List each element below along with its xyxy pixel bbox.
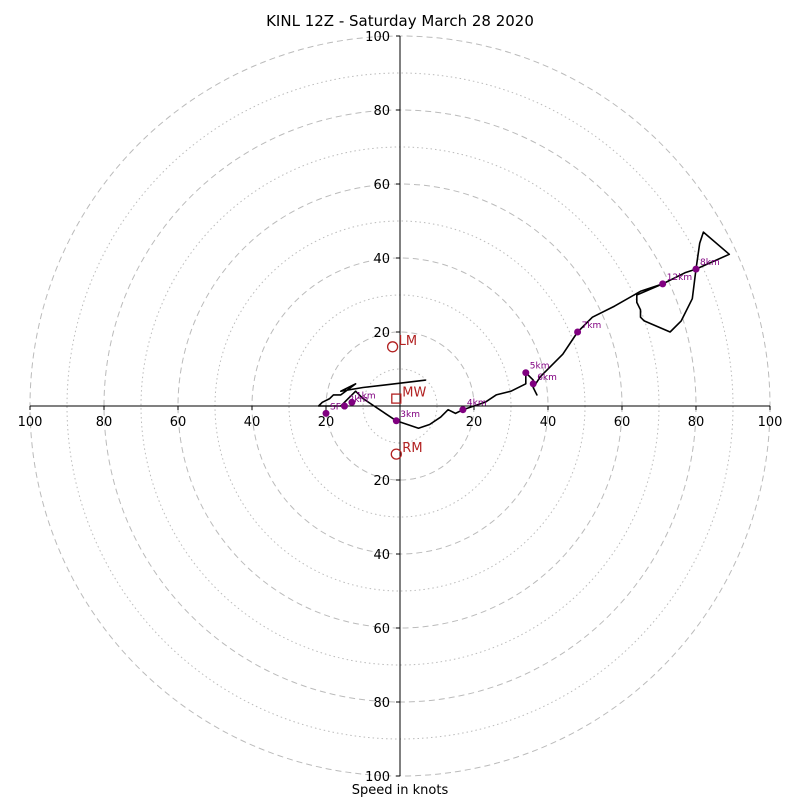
- y-tick-label: 100: [365, 30, 390, 45]
- height-marker-point: [659, 280, 667, 288]
- storm-motion-marker: [391, 393, 402, 404]
- storm-motion-label: RM: [402, 441, 422, 456]
- y-tick-label: 100: [365, 770, 390, 785]
- y-tick-label: 20: [373, 474, 390, 489]
- x-tick-label: 80: [96, 415, 113, 430]
- height-marker-label: 5km: [530, 362, 550, 372]
- tick-labels: 20 20 20 20 40 40 40 40 60 60 60 60 80 80 80 80 100 100 10…: [18, 30, 783, 785]
- axes: [30, 36, 770, 776]
- height-marker-point: [392, 417, 400, 425]
- storm-motion-label: MW: [402, 386, 426, 401]
- storm-motion-marker: [390, 448, 402, 460]
- x-tick-label: 60: [614, 415, 631, 430]
- height-marker-point: [692, 265, 700, 273]
- height-marker-point: [529, 380, 537, 388]
- height-marker-label: 4km: [467, 399, 487, 409]
- y-tick-label: 60: [373, 178, 390, 193]
- x-tick-label: 100: [758, 415, 783, 430]
- height-marker-point: [574, 328, 582, 336]
- height-marker-label: 2km: [349, 395, 369, 405]
- height-marker-label: 6km: [537, 373, 557, 383]
- x-tick-label: 60: [170, 415, 187, 430]
- height-marker-label: SFC: [330, 402, 347, 412]
- x-tick-label: 80: [688, 415, 705, 430]
- y-tick-label: 20: [373, 326, 390, 341]
- height-marker-label: 3km: [400, 410, 420, 420]
- y-tick-label: 40: [373, 252, 390, 267]
- height-marker-point: [322, 409, 330, 417]
- height-marker-point: [341, 402, 348, 410]
- height-marker-point: [522, 369, 530, 377]
- x-tick-label: 20: [318, 415, 335, 430]
- chart-title: KINL 12Z - Saturday March 28 2020: [266, 12, 534, 30]
- wind-trace-line: [317, 231, 731, 429]
- storm-motion-markers: LM MW RM: [386, 334, 427, 460]
- x-tick-label: 100: [18, 415, 43, 430]
- storm-motion-marker: [386, 341, 399, 353]
- x-axis-label: Speed in knots: [351, 783, 449, 798]
- wind-trace: [317, 231, 731, 429]
- y-tick-label: 40: [373, 548, 390, 563]
- height-marker-label: 7km: [582, 321, 602, 331]
- y-tick-label: 80: [373, 696, 390, 711]
- x-tick-label: 20: [466, 415, 483, 430]
- height-marker-label: 8km: [700, 258, 720, 268]
- y-tick-label: 80: [373, 104, 390, 119]
- x-tick-label: 40: [244, 415, 261, 430]
- height-marker-label: 1km: [356, 391, 376, 401]
- storm-motion-label: LM: [399, 334, 417, 349]
- height-marker-point: [348, 398, 356, 406]
- height-marker-point: [459, 406, 467, 414]
- x-tick-label: 40: [540, 415, 557, 430]
- y-tick-label: 60: [373, 622, 390, 637]
- height-marker-label: 12km: [667, 273, 692, 283]
